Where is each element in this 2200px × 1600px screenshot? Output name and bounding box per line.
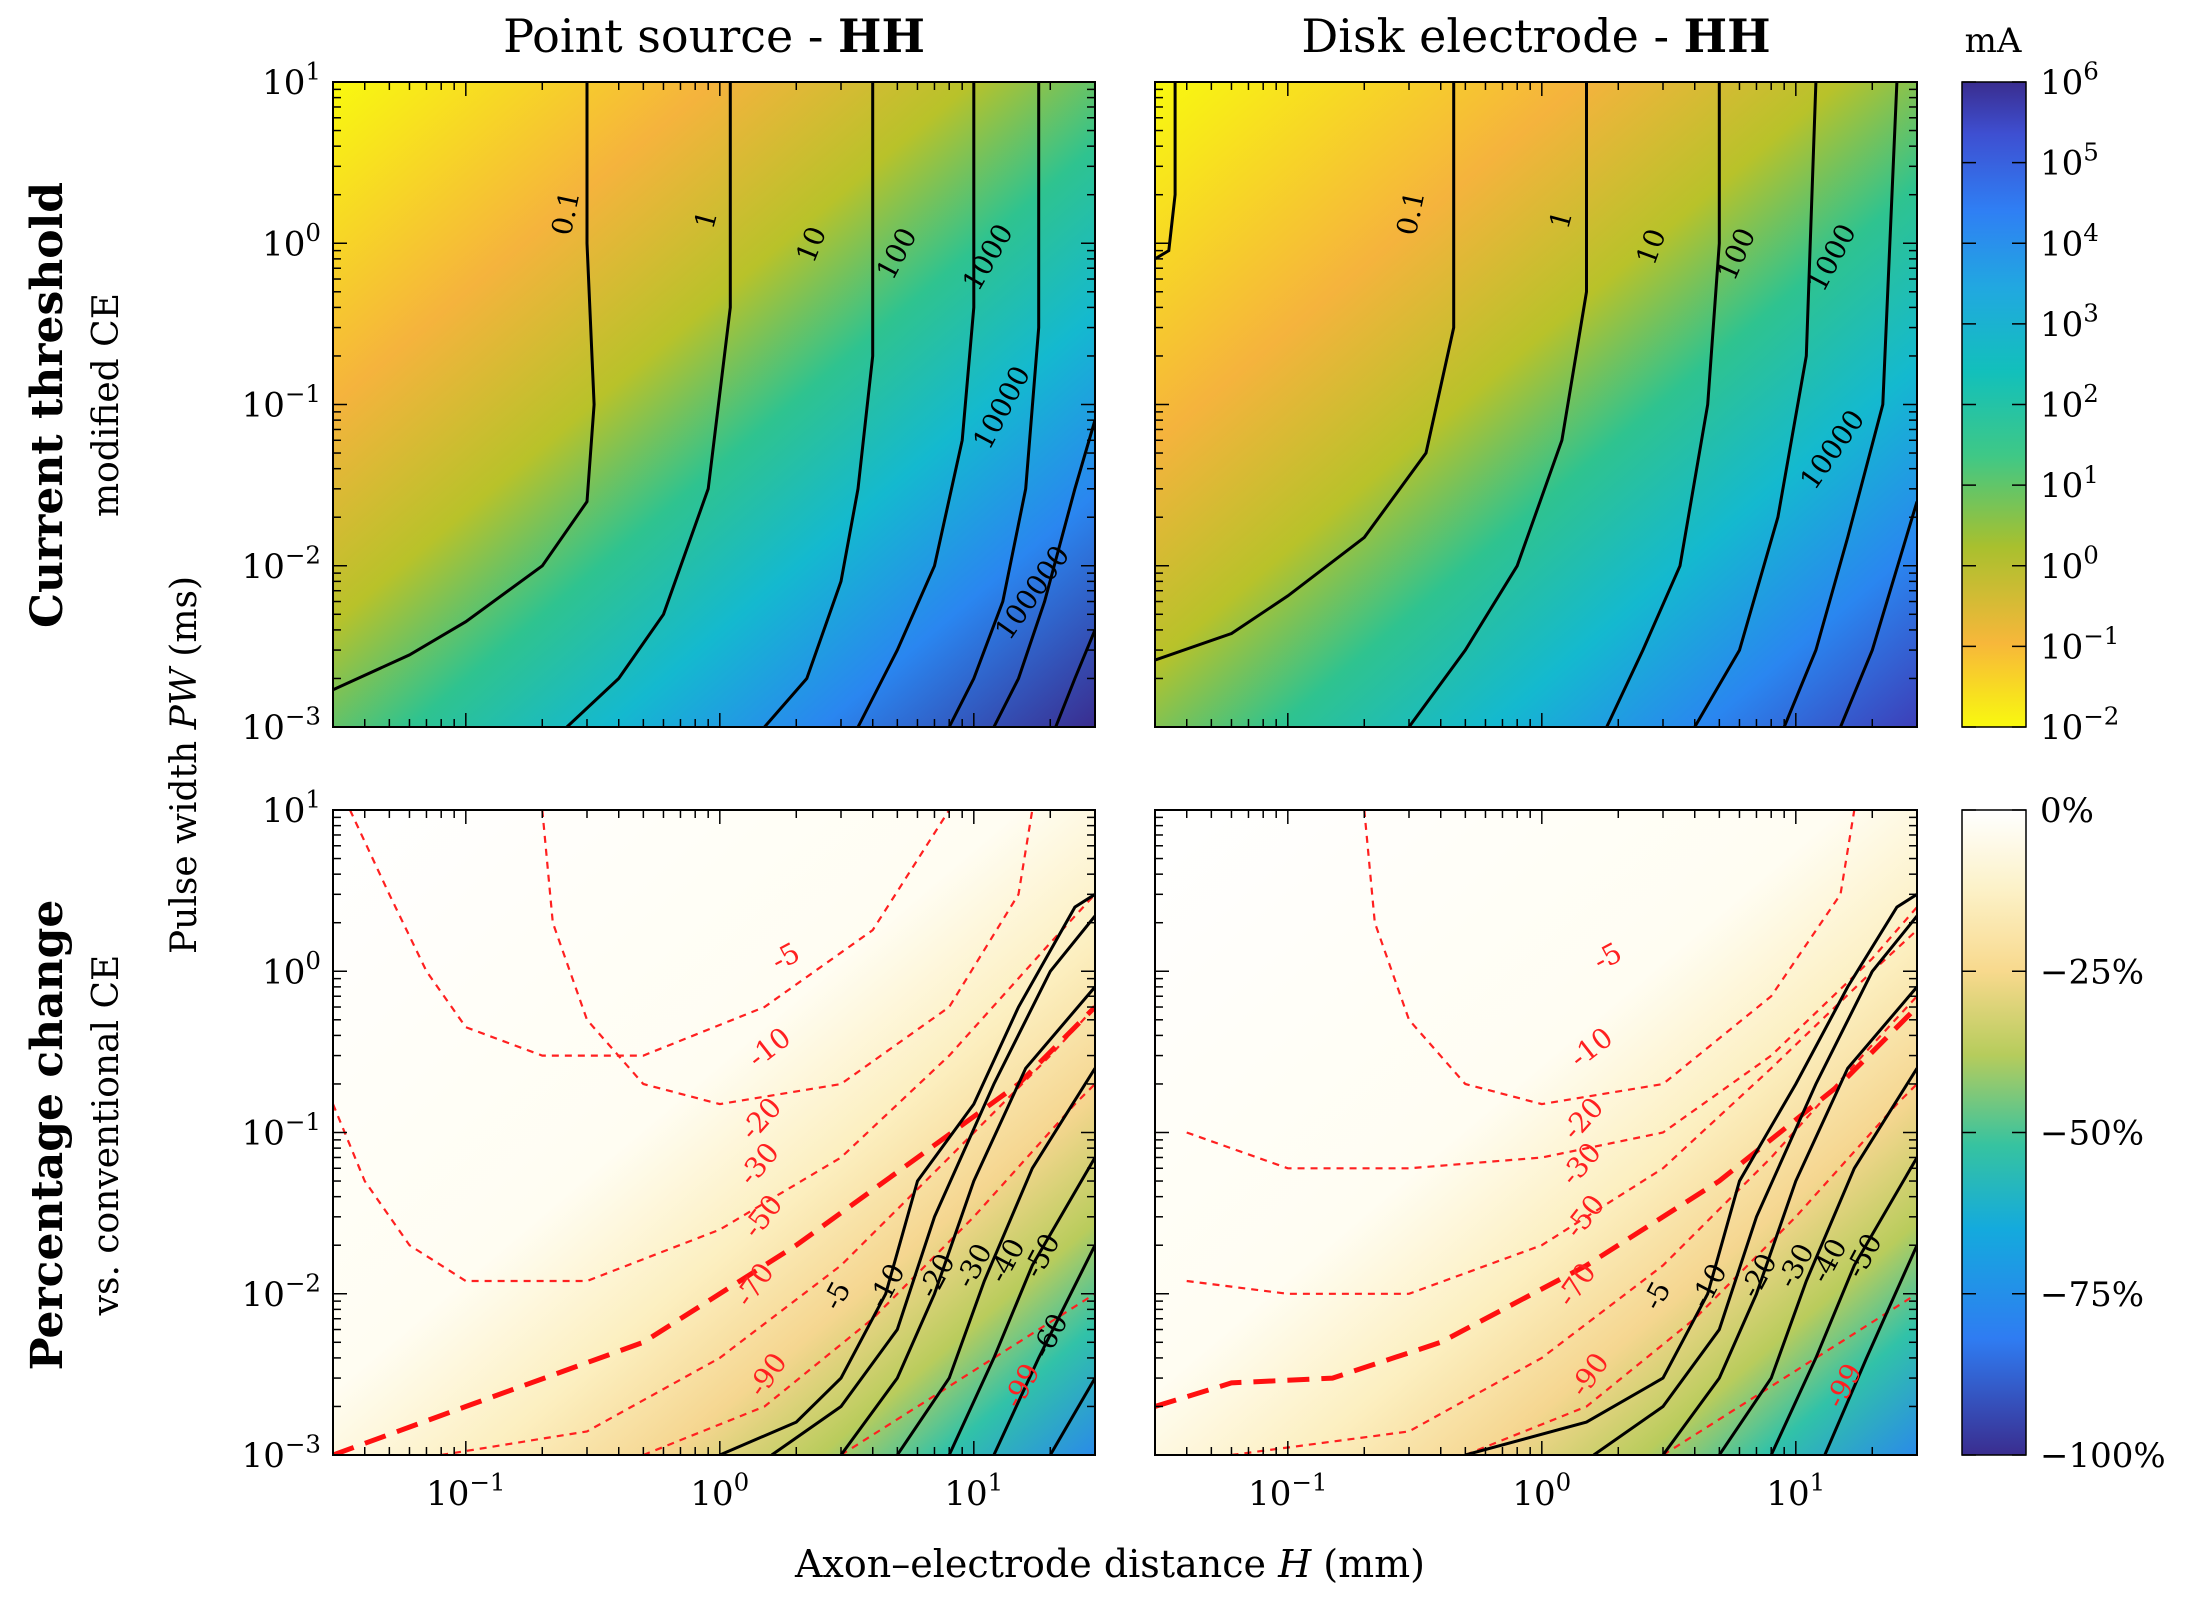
y-tick-label: 10−3 bbox=[242, 1430, 321, 1476]
colorbar-top-label: 104 bbox=[2040, 218, 2099, 264]
colorbar-bottom-label: 0% bbox=[2040, 791, 2094, 831]
colorbar-top-label: 102 bbox=[2040, 379, 2099, 425]
x-tick-label: 101 bbox=[1766, 1468, 1825, 1514]
panel-bottom-left bbox=[333, 810, 1095, 1455]
colorbar-bottom-label: −100% bbox=[2040, 1436, 2166, 1476]
colorbar-unit-label: mA bbox=[1965, 21, 2022, 61]
y-axis-label-text: Pulse width PW (ms) bbox=[164, 576, 205, 954]
x-tick-label: 100 bbox=[690, 1468, 749, 1514]
x-axis-label: Axon–electrode distance H (mm) bbox=[794, 1542, 1425, 1586]
row-title-top: Current threshold bbox=[22, 182, 73, 628]
column-title-point-source: Point source - HH bbox=[503, 9, 925, 63]
x-tick-label: 100 bbox=[1512, 1468, 1571, 1514]
y-tick-label: 10−1 bbox=[242, 1107, 321, 1153]
colorbar-top-label: 105 bbox=[2040, 137, 2099, 183]
heatmap-top-right bbox=[1155, 82, 1917, 727]
heatmap-bottom-left bbox=[333, 810, 1095, 1455]
y-tick-label: 10−3 bbox=[242, 702, 321, 748]
colorbar-top-label: 101 bbox=[2040, 460, 2099, 506]
column-title-disk-electrode: Disk electrode - HH bbox=[1301, 9, 1770, 63]
colorbar-bottom-label: −75% bbox=[2040, 1275, 2144, 1315]
row-subtitle-bottom: vs. conventional CE bbox=[86, 955, 127, 1317]
row-subtitle-top: modified CE bbox=[86, 293, 127, 517]
y-tick-label: 100 bbox=[262, 218, 321, 264]
colorbar-top-label: 106 bbox=[2040, 57, 2099, 103]
row-title-top-bold: Current threshold bbox=[22, 182, 73, 628]
panel-top-right bbox=[1155, 82, 1917, 727]
y-tick-label: 10−1 bbox=[242, 379, 321, 425]
x-tick-label: 10−1 bbox=[1248, 1468, 1327, 1514]
row-title-bottom: Percentage change bbox=[22, 900, 73, 1371]
y-tick-label: 10−2 bbox=[242, 1268, 321, 1314]
y-tick-label: 101 bbox=[262, 57, 321, 103]
colorbar-bottom-label: −25% bbox=[2040, 952, 2144, 992]
colorbar-top-label: 10−2 bbox=[2040, 702, 2119, 748]
heatmap-top-left bbox=[333, 82, 1095, 727]
row-subtitle-bottom-text: vs. conventional CE bbox=[86, 955, 127, 1317]
panel-bottom-right bbox=[1155, 810, 1917, 1455]
panel-top-left bbox=[333, 82, 1095, 727]
x-tick-label: 101 bbox=[944, 1468, 1003, 1514]
x-tick-label: 10−1 bbox=[426, 1468, 505, 1514]
colorbar-bottom-label: −50% bbox=[2040, 1114, 2144, 1154]
colorbar-top-label: 100 bbox=[2040, 540, 2099, 586]
y-tick-label: 101 bbox=[262, 785, 321, 831]
colorbar-top-label: 10−1 bbox=[2040, 621, 2119, 667]
y-axis-label: Pulse width PW (ms) bbox=[164, 576, 205, 954]
colorbar-top-label: 103 bbox=[2040, 299, 2099, 345]
heatmap-bottom-right bbox=[1155, 810, 1917, 1455]
row-title-bottom-bold: Percentage change bbox=[22, 900, 73, 1371]
y-tick-label: 10−2 bbox=[242, 540, 321, 586]
row-subtitle-top-text: modified CE bbox=[86, 293, 127, 517]
y-tick-label: 100 bbox=[262, 946, 321, 992]
